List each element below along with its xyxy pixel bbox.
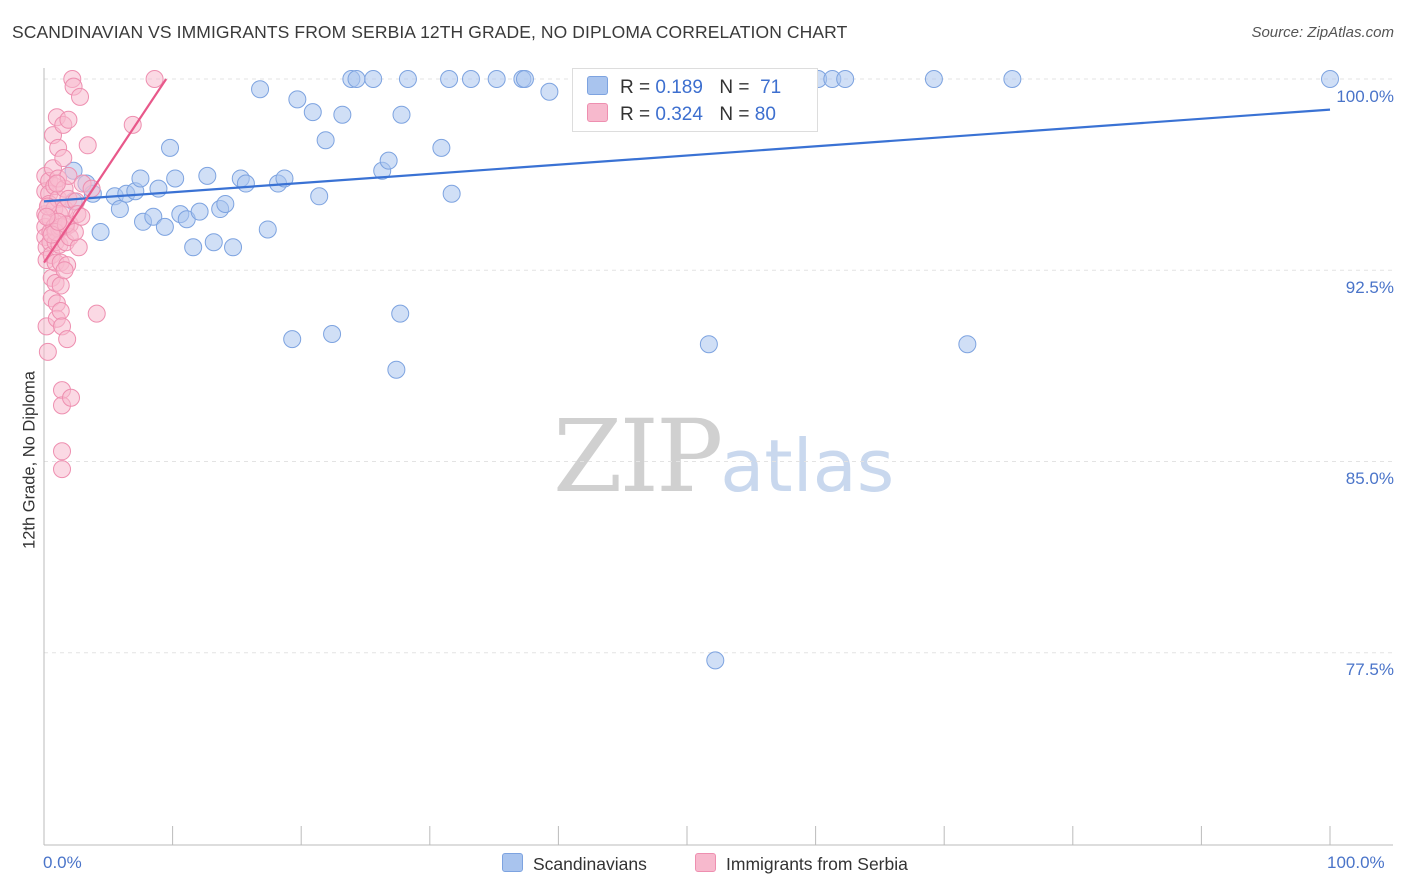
scandinavian-point: [432, 138, 451, 157]
serbia-trendline: [43, 78, 168, 264]
scandinavian-point: [958, 335, 977, 354]
serbia-point: [38, 342, 57, 361]
series-legend-label: Immigrants from Serbia: [726, 854, 908, 874]
series-swatch-blue: [502, 853, 523, 872]
scandinavian-point: [131, 169, 150, 188]
scandinavian-point: [440, 70, 459, 88]
legend-r-label: R =: [620, 104, 651, 125]
watermark-atlas: atlas: [720, 424, 895, 508]
source-label: Source: ZipAtlas.com: [1251, 24, 1394, 41]
legend-n-label: N =: [719, 104, 750, 125]
serbia-point: [78, 136, 97, 155]
serbia-point: [47, 174, 66, 193]
scandinavian-point: [379, 151, 398, 170]
serbia-point: [59, 110, 78, 129]
scandinavian-point: [1321, 70, 1339, 88]
scandinavian-point: [236, 174, 255, 193]
serbia-point: [58, 330, 77, 349]
scandinavian-point: [310, 187, 329, 206]
y-tick-label-77-5: 77.5%: [1345, 660, 1394, 679]
scandinavian-point: [392, 105, 411, 124]
serbia-point: [65, 223, 84, 241]
serbia-point: [53, 460, 72, 479]
scandinavian-point: [364, 70, 383, 88]
scandinavian-point: [283, 330, 302, 349]
watermark: ZIPatlas: [553, 398, 894, 515]
serbia-point: [55, 261, 74, 280]
scandinavian-point: [442, 184, 461, 203]
legend-swatch-pink: [587, 103, 608, 122]
scandinavian-point: [333, 105, 352, 124]
scandinavian-point: [166, 169, 185, 188]
legend-n-value: 71: [760, 77, 782, 98]
watermark-zip: ZIP: [553, 398, 723, 515]
scandinavian-point: [699, 335, 718, 354]
scandinavian-point: [216, 194, 235, 213]
serbia-point: [53, 442, 72, 461]
series-legend-serbia[interactable]: Immigrants from Serbia: [695, 853, 908, 875]
stats-legend: R = 0.189 N = 71 R = 0.324 N = 80: [572, 68, 818, 132]
series-legend-scandinavians[interactable]: Scandinavians: [502, 853, 647, 875]
scandinavian-point: [1003, 70, 1022, 88]
y-tick-label-85: 85.0%: [1345, 469, 1394, 488]
serbia-point: [87, 304, 106, 323]
scandinavian-point: [161, 138, 180, 157]
chart-title: SCANDINAVIAN VS IMMIGRANTS FROM SERBIA 1…: [12, 22, 848, 42]
scandinavian-point: [323, 325, 342, 343]
scandinavian-point: [198, 166, 217, 185]
serbia-point: [62, 388, 81, 407]
legend-r-value: 0.189: [655, 77, 703, 98]
legend-r-value: 0.324: [655, 104, 703, 125]
scandinavian-point: [924, 70, 943, 88]
serbia-point: [145, 70, 164, 88]
scandinavian-point: [487, 70, 506, 88]
serbia-point: [123, 115, 142, 134]
scandinavian-point: [91, 223, 110, 241]
scandinavian-point: [155, 217, 174, 236]
serbia-point: [51, 302, 70, 321]
x-tick-label-100: 100.0%: [1327, 853, 1385, 872]
legend-n-label: N =: [719, 77, 750, 98]
serbia-point: [37, 207, 56, 226]
scandinavian-point: [258, 220, 277, 239]
y-tick-label-92-5: 92.5%: [1345, 278, 1394, 297]
scandinavian-point: [387, 360, 406, 379]
legend-r-label: R =: [620, 77, 651, 98]
scandinavian-point: [706, 651, 725, 670]
y-axis-title: 12th Grade, No Diploma: [20, 371, 39, 549]
scandinavian-point: [288, 90, 307, 109]
scandinavian-point: [144, 207, 163, 226]
scandinavian-point: [251, 80, 270, 99]
scandinavian-point: [190, 202, 209, 221]
legend-row-scandinavians: R = 0.189 N = 71: [587, 76, 781, 99]
scandinavian-point: [391, 304, 410, 323]
scandinavian-point: [515, 70, 534, 88]
serbia-point: [71, 87, 90, 106]
serbia-point: [51, 276, 70, 295]
scandinavian-point: [316, 131, 335, 150]
serbia-point: [69, 238, 88, 257]
legend-row-serbia: R = 0.324 N = 80: [587, 103, 776, 126]
scandinavian-point: [204, 233, 223, 252]
scandinavian-point: [347, 70, 366, 88]
y-tick-label-100: 100.0%: [1336, 87, 1394, 106]
series-swatch-pink: [695, 853, 716, 872]
legend-swatch-blue: [587, 76, 608, 95]
x-tick-label-0: 0.0%: [43, 853, 82, 872]
scandinavian-point: [224, 238, 243, 257]
scandinavian-point: [110, 200, 129, 219]
series-legend-label: Scandinavians: [533, 854, 647, 874]
scandinavian-point: [184, 238, 203, 257]
scandinavian-point: [275, 169, 294, 188]
scandinavian-trendline: [43, 108, 1331, 203]
legend-n-value: 80: [754, 104, 776, 125]
scandinavian-point: [836, 70, 855, 88]
serbia-point: [54, 149, 73, 168]
scandinavian-point: [461, 70, 480, 88]
scandinavian-point: [303, 103, 322, 122]
scandinavian-point: [398, 70, 417, 88]
scandinavian-point: [540, 82, 559, 101]
